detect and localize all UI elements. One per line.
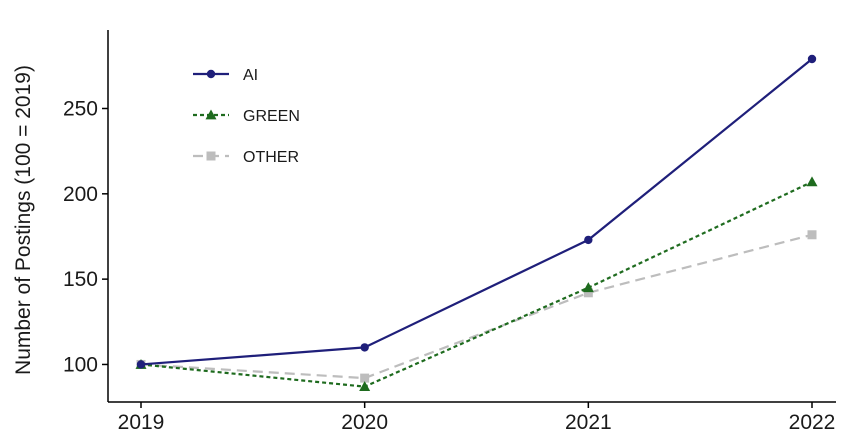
y-axis-title: Number of Postings (100 = 2019) xyxy=(12,65,35,375)
series-layer xyxy=(135,54,818,392)
legend-label: AI xyxy=(243,67,258,84)
y-tick-label: 200 xyxy=(63,183,98,206)
legend-key-marker xyxy=(205,109,217,120)
x-tick-label: 2020 xyxy=(341,411,388,434)
series-line-green xyxy=(140,180,813,388)
data-point-ai xyxy=(807,54,817,64)
data-point-green xyxy=(582,282,594,293)
x-tick-label: 2021 xyxy=(565,411,612,434)
legend-item-ai: AI xyxy=(193,67,258,84)
legend-item-other: OTHER xyxy=(193,149,299,166)
axes: 100 150 200 250 2019 2020 2021 2022 xyxy=(63,30,836,434)
y-tick-label: 150 xyxy=(63,268,98,291)
legend: AI GREEN OTHER xyxy=(193,67,300,166)
x-tick-label: 2022 xyxy=(789,411,836,434)
data-point-other xyxy=(807,230,817,240)
y-tick-label: 250 xyxy=(63,97,98,120)
data-point-ai xyxy=(360,343,369,352)
series-other xyxy=(136,230,817,383)
series-ai xyxy=(136,54,817,369)
data-point-other xyxy=(360,373,370,383)
x-tick-label: 2019 xyxy=(118,411,165,434)
data-point-green xyxy=(806,176,818,187)
series-line-other xyxy=(140,233,813,380)
series-line-ai xyxy=(140,58,813,366)
data-point-other xyxy=(583,288,593,298)
data-point-ai xyxy=(136,360,146,369)
series-green xyxy=(135,176,818,392)
data-point-ai xyxy=(584,235,593,245)
legend-item-green: GREEN xyxy=(193,108,300,125)
data-point-green xyxy=(359,381,371,392)
legend-label: OTHER xyxy=(243,149,299,166)
y-tick-label: 100 xyxy=(63,353,98,376)
legend-key-marker xyxy=(206,69,216,79)
legend-label: GREEN xyxy=(243,108,300,125)
legend-key-marker xyxy=(206,151,216,161)
